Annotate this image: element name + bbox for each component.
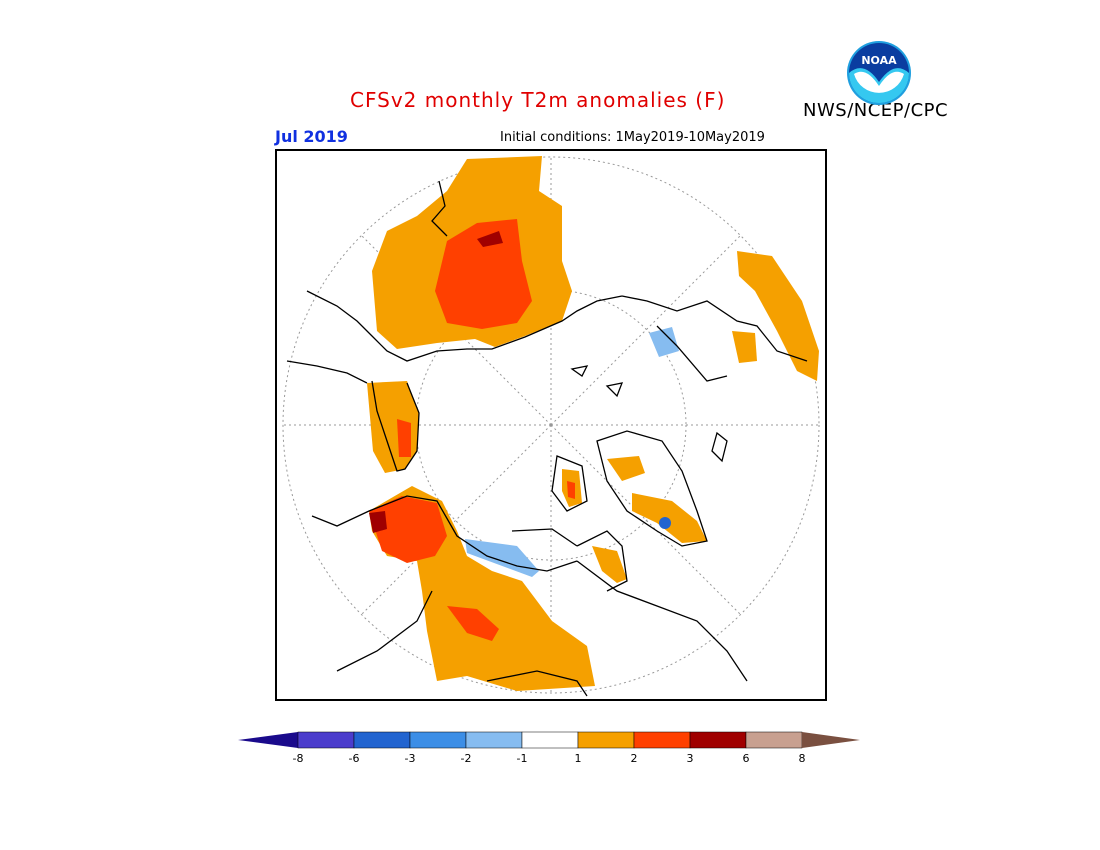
colorbar-label: -8 <box>292 752 304 765</box>
colorbar-label: -1 <box>516 752 528 765</box>
noaa-logo: NOAA <box>847 41 911 105</box>
latitude-circle-outer <box>282 156 820 694</box>
cool-region-greenland <box>659 517 671 529</box>
colorbar-seg-1 <box>297 731 355 749</box>
colorbar-label: -6 <box>348 752 360 765</box>
colorbar <box>238 731 860 749</box>
colorbar-left-arrow <box>238 732 298 748</box>
anomaly-region-europe-strong <box>397 419 411 457</box>
map-title: CFSv2 monthly T2m anomalies (F) <box>350 88 726 112</box>
colorbar-label: 1 <box>574 752 582 765</box>
colorbar-label: -2 <box>460 752 472 765</box>
colorbar-label: 6 <box>742 752 750 765</box>
map-panel <box>275 149 827 701</box>
initial-conditions-label: Initial conditions: 1May2019-10May2019 <box>500 130 765 145</box>
cool-region-arctic <box>465 539 539 577</box>
colorbar-label: 3 <box>686 752 694 765</box>
anomaly-region-canada-strong <box>447 606 499 641</box>
anomaly-region-greenland <box>607 456 645 481</box>
coastlines <box>286 180 808 697</box>
agency-label: NWS/NCEP/CPC <box>803 100 949 121</box>
anomaly-region-greenland-2 <box>632 493 707 543</box>
colorbar-seg-4 <box>465 731 523 749</box>
polar-map <box>282 156 820 697</box>
colorbar-seg-5 <box>521 731 579 749</box>
colorbar-right-arrow <box>802 732 860 748</box>
anomaly-region-china-2 <box>732 331 757 363</box>
anomaly-region-greenland-3 <box>592 546 627 583</box>
anomaly-region-alaska-strong <box>369 496 447 563</box>
colorbar-seg-6 <box>577 731 635 749</box>
anomaly-region-arctic-canada-strong <box>567 481 575 499</box>
colorbar-label: 8 <box>798 752 806 765</box>
colorbar-seg-3 <box>409 731 467 749</box>
cool-region-siberia <box>649 327 679 357</box>
colorbar-label: 2 <box>630 752 638 765</box>
anomaly-region-alaska-peak <box>369 511 387 533</box>
anomaly-region-siberia-peak <box>477 231 503 247</box>
forecast-month: Jul 2019 <box>275 127 348 146</box>
colorbar-seg-9 <box>745 731 803 749</box>
colorbar-seg-2 <box>353 731 411 749</box>
anomaly-region-china <box>737 251 819 381</box>
anomaly-region-siberia-strong <box>435 219 532 329</box>
noaa-logo-text: NOAA <box>861 54 897 67</box>
colorbar-seg-8 <box>689 731 747 749</box>
colorbar-seg-7 <box>633 731 691 749</box>
colorbar-label: -3 <box>404 752 416 765</box>
